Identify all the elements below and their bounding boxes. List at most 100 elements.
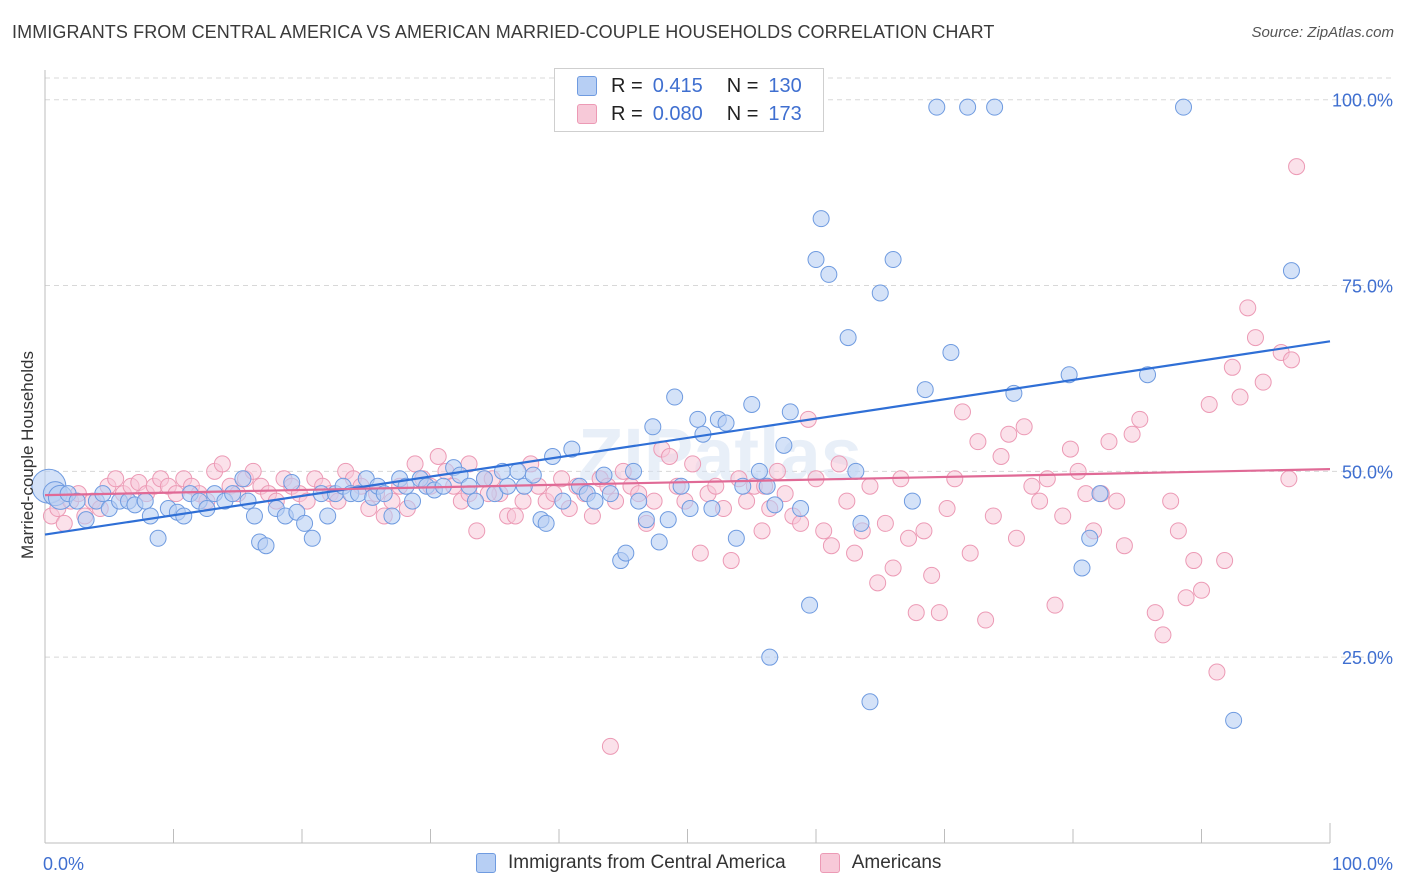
legend-item-americans[interactable]: Americans bbox=[819, 852, 942, 874]
y-tick-label: 75.0% bbox=[1342, 277, 1393, 297]
americans-point bbox=[1231, 388, 1249, 406]
central-america-point bbox=[781, 403, 799, 421]
central-america-point bbox=[283, 474, 301, 492]
americans-point bbox=[1061, 440, 1079, 458]
americans-point bbox=[753, 522, 771, 540]
americans-point bbox=[1077, 485, 1095, 503]
americans-point bbox=[1239, 299, 1257, 317]
americans-point bbox=[298, 492, 316, 510]
central-america-point bbox=[563, 440, 581, 458]
americans-point bbox=[601, 737, 619, 755]
americans-point bbox=[1216, 552, 1234, 570]
correlation-legend: R = 0.415 N = 130 R = 0.080 N = 173 bbox=[554, 68, 824, 132]
americans-point bbox=[1046, 596, 1064, 614]
central-america-point bbox=[303, 529, 321, 547]
central-america-point bbox=[1073, 559, 1091, 577]
central-america-trend-line bbox=[44, 340, 1331, 536]
americans-point bbox=[938, 500, 956, 518]
source-label: Source: ZipAtlas.com bbox=[1251, 24, 1394, 41]
central-america-point bbox=[942, 343, 960, 361]
central-america-point bbox=[245, 507, 263, 525]
central-america-point bbox=[224, 485, 242, 503]
central-america-point bbox=[703, 500, 721, 518]
americans-point bbox=[822, 537, 840, 555]
americans-point bbox=[1007, 529, 1025, 547]
americans-point bbox=[984, 507, 1002, 525]
central-america-point bbox=[601, 485, 619, 503]
tick-labels: 25.0% 50.0% 75.0% 100.0% 0.0% 100.0% bbox=[43, 91, 1393, 874]
central-america-point bbox=[509, 462, 527, 480]
central-america-point bbox=[296, 514, 314, 532]
americans-point bbox=[1254, 373, 1272, 391]
americans-point bbox=[977, 611, 995, 629]
americans-point bbox=[1131, 410, 1149, 428]
central-america-point bbox=[681, 500, 699, 518]
chart-title: IMMIGRANTS FROM CENTRAL AMERICA VS AMERI… bbox=[12, 22, 995, 42]
americans-point bbox=[1054, 507, 1072, 525]
central-america-point bbox=[801, 596, 819, 614]
americans-point bbox=[1280, 470, 1298, 488]
americans-point bbox=[1031, 492, 1049, 510]
central-america-point bbox=[239, 492, 257, 510]
americans-point bbox=[1246, 329, 1264, 347]
americans-point bbox=[1100, 433, 1118, 451]
r-value: 0.080 bbox=[652, 102, 703, 125]
americans-point bbox=[429, 448, 447, 465]
americans-point bbox=[992, 448, 1010, 465]
central-america-point bbox=[1060, 366, 1078, 384]
central-america-point bbox=[637, 511, 655, 529]
americans-points bbox=[42, 158, 1306, 755]
central-america-point bbox=[554, 492, 572, 510]
americans-point bbox=[969, 433, 987, 451]
americans-point bbox=[1282, 351, 1300, 369]
central-america-point bbox=[149, 529, 167, 547]
americans-point bbox=[514, 492, 532, 510]
y-tick-label: 100.0% bbox=[1332, 91, 1393, 111]
central-america-point bbox=[672, 477, 690, 495]
americans-point bbox=[1200, 395, 1218, 413]
central-america-point bbox=[689, 410, 707, 428]
central-america-point bbox=[383, 507, 401, 525]
americans-point bbox=[1123, 425, 1141, 443]
legend-row-blue: R = 0.415 N = 130 bbox=[577, 73, 802, 99]
americans-point bbox=[553, 470, 571, 488]
central-america-point bbox=[257, 537, 275, 555]
central-america-point bbox=[625, 462, 643, 480]
central-america-point bbox=[595, 466, 613, 484]
americans-point bbox=[213, 455, 231, 473]
americans-point bbox=[815, 522, 833, 540]
gridlines bbox=[45, 77, 1395, 658]
americans-point bbox=[684, 455, 702, 473]
americans-point bbox=[1115, 537, 1133, 555]
americans-point bbox=[661, 448, 679, 465]
central-america-point bbox=[959, 98, 977, 116]
americans-point bbox=[406, 455, 424, 473]
central-america-point bbox=[812, 210, 830, 228]
americans-point bbox=[776, 485, 794, 503]
blue-swatch bbox=[577, 76, 597, 96]
central-america-point bbox=[761, 648, 779, 666]
americans-point bbox=[900, 529, 918, 547]
americans-point bbox=[1185, 552, 1203, 570]
americans-point bbox=[1169, 522, 1187, 540]
americans-point bbox=[1015, 418, 1033, 436]
central-america-point bbox=[404, 492, 422, 510]
central-america-point bbox=[617, 544, 635, 562]
legend-item-central-america[interactable]: Immigrants from Central America bbox=[476, 852, 786, 874]
legend-label: Americans bbox=[851, 852, 942, 873]
central-america-point bbox=[750, 462, 768, 480]
americans-point bbox=[1108, 492, 1126, 510]
americans-point bbox=[861, 477, 879, 495]
central-america-point bbox=[847, 462, 865, 480]
central-america-point bbox=[986, 98, 1004, 116]
americans-point bbox=[953, 403, 971, 421]
legend-label: Immigrants from Central America bbox=[508, 852, 786, 873]
central-america-point bbox=[1175, 98, 1193, 116]
americans-point bbox=[1208, 663, 1226, 681]
americans-point bbox=[691, 544, 709, 562]
americans-point bbox=[1023, 477, 1041, 495]
x-tick-label: 100.0% bbox=[1332, 854, 1393, 874]
central-america-point bbox=[644, 418, 662, 436]
central-america-point bbox=[743, 395, 761, 413]
